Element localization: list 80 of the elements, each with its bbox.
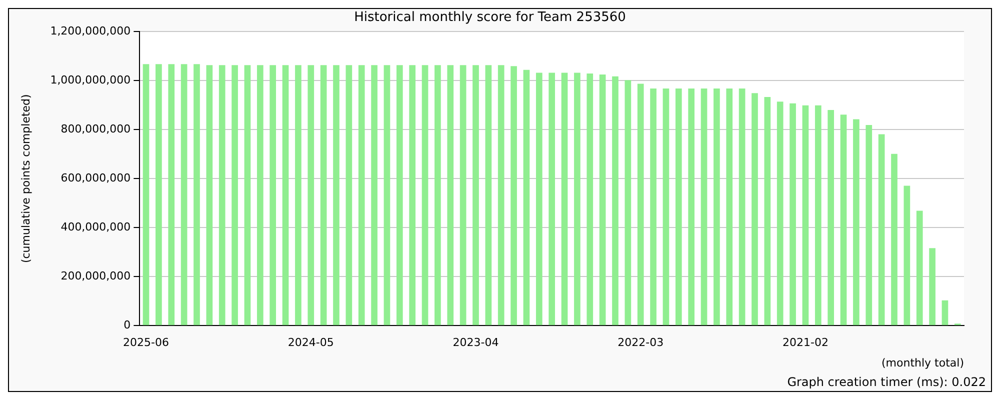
bar xyxy=(295,65,302,326)
bar xyxy=(612,76,618,326)
bar xyxy=(738,88,746,326)
bar xyxy=(232,65,238,326)
x-tick-label: 2023-04 xyxy=(452,336,499,350)
bar xyxy=(510,66,517,326)
bar xyxy=(764,97,771,326)
bar xyxy=(916,210,923,326)
bar xyxy=(333,65,340,326)
bar xyxy=(929,248,936,326)
bar xyxy=(371,65,378,326)
x-tick-label: 2021-02 xyxy=(782,336,828,350)
bar xyxy=(624,80,632,326)
bar xyxy=(156,64,162,326)
bar xyxy=(194,64,200,326)
bar xyxy=(675,88,682,326)
bar xyxy=(485,65,492,326)
bar xyxy=(688,88,695,326)
bar xyxy=(714,88,720,326)
bar xyxy=(866,124,872,326)
bar xyxy=(422,65,428,326)
y-tick-label: 1,200,000,000 xyxy=(50,24,131,38)
bar xyxy=(942,300,948,326)
bar xyxy=(244,65,251,326)
bar xyxy=(891,154,898,326)
bar xyxy=(409,65,416,326)
bar xyxy=(206,65,213,326)
bar xyxy=(904,186,910,326)
bar xyxy=(536,72,542,326)
bar xyxy=(726,88,733,326)
bar xyxy=(346,65,352,326)
x-tick-label: 2022-03 xyxy=(618,336,664,350)
bar xyxy=(561,72,568,326)
bar xyxy=(447,65,454,326)
bar xyxy=(637,84,644,326)
bar xyxy=(498,65,504,326)
bar xyxy=(523,70,530,326)
x-tick-label: 2025-06 xyxy=(123,336,169,350)
bar xyxy=(828,110,834,326)
bar xyxy=(358,65,365,326)
bar xyxy=(320,65,327,326)
bar xyxy=(840,114,847,326)
y-tick-label: 0 xyxy=(124,318,131,332)
bar xyxy=(434,65,441,326)
y-tick-label: 200,000,000 xyxy=(60,269,131,282)
bar xyxy=(700,88,708,326)
y-tick-label: 600,000,000 xyxy=(60,171,131,184)
bar xyxy=(574,72,580,326)
bar xyxy=(878,134,885,326)
bar xyxy=(256,65,264,326)
x-tick-label: 2024-05 xyxy=(288,336,334,350)
bar xyxy=(802,105,809,326)
bar xyxy=(180,64,188,326)
bar xyxy=(776,102,784,326)
bar xyxy=(548,72,556,326)
bar xyxy=(853,119,860,326)
bar xyxy=(814,105,822,326)
bar xyxy=(218,65,226,326)
bar xyxy=(460,65,466,326)
y-axis-title: (cumulative points completed) xyxy=(19,94,32,264)
bar xyxy=(599,74,606,326)
bar xyxy=(142,64,150,326)
bar xyxy=(384,65,390,326)
bar xyxy=(586,73,594,326)
bar xyxy=(752,93,758,326)
bar xyxy=(396,65,403,326)
bar xyxy=(282,65,289,326)
bar xyxy=(662,88,670,326)
y-tick-label: 1,000,000,000 xyxy=(50,73,131,86)
chart-title: Historical monthly score for Team 253560 xyxy=(354,10,626,26)
bar xyxy=(270,65,276,326)
bar xyxy=(472,65,479,326)
x-axis-title: (monthly total) xyxy=(882,356,964,370)
y-tick-label: 400,000,000 xyxy=(60,220,131,234)
bar xyxy=(650,88,656,326)
text: Graph creation timer (ms): 0.022 xyxy=(787,375,986,390)
y-tick-label: 800,000,000 xyxy=(60,122,131,136)
bar xyxy=(308,65,314,326)
bar xyxy=(168,64,175,326)
bar xyxy=(790,103,796,326)
